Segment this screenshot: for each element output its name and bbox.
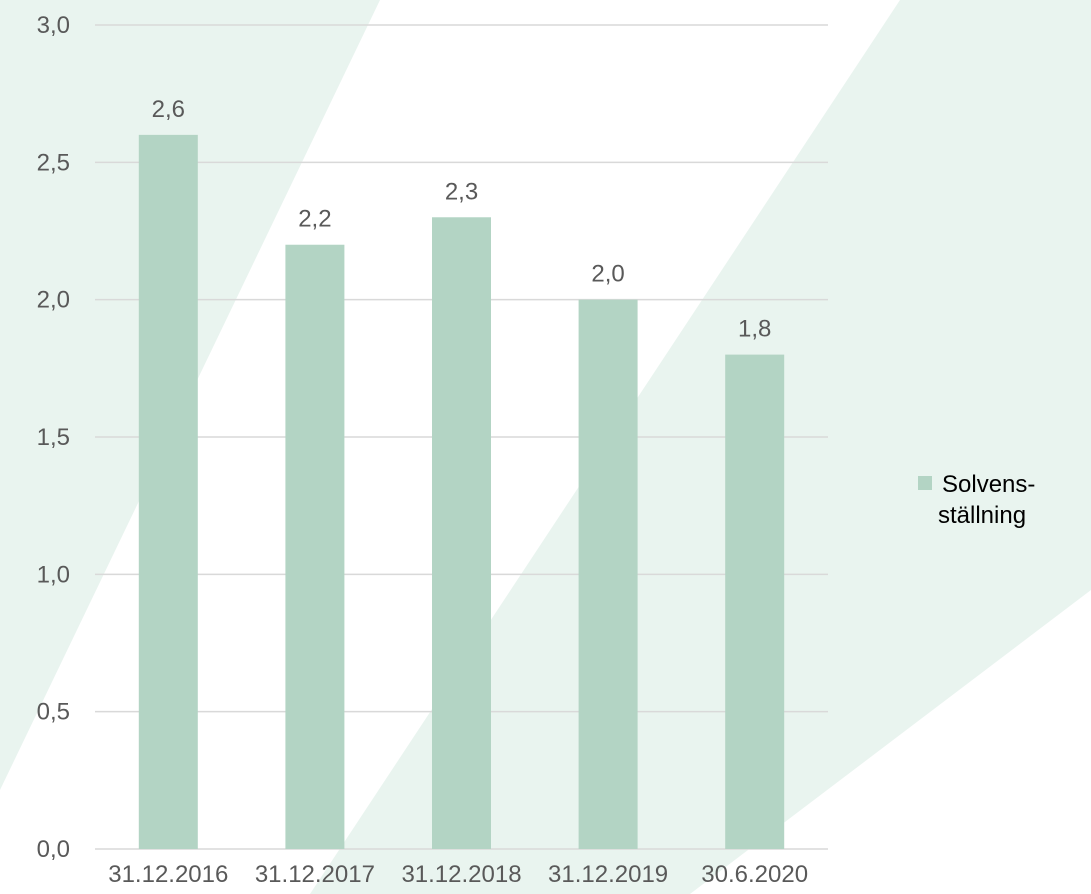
y-tick-label: 2,0: [37, 287, 70, 314]
bar: [432, 217, 491, 849]
data-label: 2,0: [591, 261, 624, 288]
x-tick-label: 31.12.2019: [548, 861, 668, 888]
legend: Solvens-ställning: [918, 471, 1035, 529]
bars: [138, 134, 785, 850]
y-tick-label: 2,5: [37, 149, 70, 176]
bar: [725, 354, 785, 849]
y-axis-tick-labels: 0,0 0,5 1,0 1,5 2,0 2,5 3,0: [37, 12, 70, 863]
legend-label: ställning: [938, 502, 1026, 529]
legend-label: Solvens-: [942, 471, 1035, 498]
data-label: 1,8: [738, 316, 771, 343]
data-label: 2,6: [152, 96, 185, 123]
x-tick-label: 31.12.2017: [255, 861, 375, 888]
x-tick-label: 31.12.2016: [108, 861, 228, 888]
data-label: 2,2: [298, 206, 331, 233]
y-tick-label: 1,0: [37, 561, 70, 588]
y-tick-label: 0,0: [37, 836, 70, 863]
x-tick-label: 31.12.2018: [401, 861, 521, 888]
bar: [138, 134, 198, 849]
legend-swatch: [918, 476, 932, 490]
background-stripe-right: [310, 0, 1091, 894]
y-tick-label: 3,0: [37, 12, 70, 39]
y-tick-label: 0,5: [37, 699, 70, 726]
data-label: 2,3: [445, 178, 478, 205]
bar: [285, 244, 345, 849]
y-tick-label: 1,5: [37, 424, 70, 451]
bar: [578, 299, 638, 850]
x-axis-tick-labels: 31.12.2016 31.12.2017 31.12.2018 31.12.2019…: [108, 861, 808, 888]
data-labels: 2,6 2,2 2,3 2,0 1,8: [152, 96, 772, 343]
x-tick-label: 30.6.2020: [701, 861, 808, 888]
